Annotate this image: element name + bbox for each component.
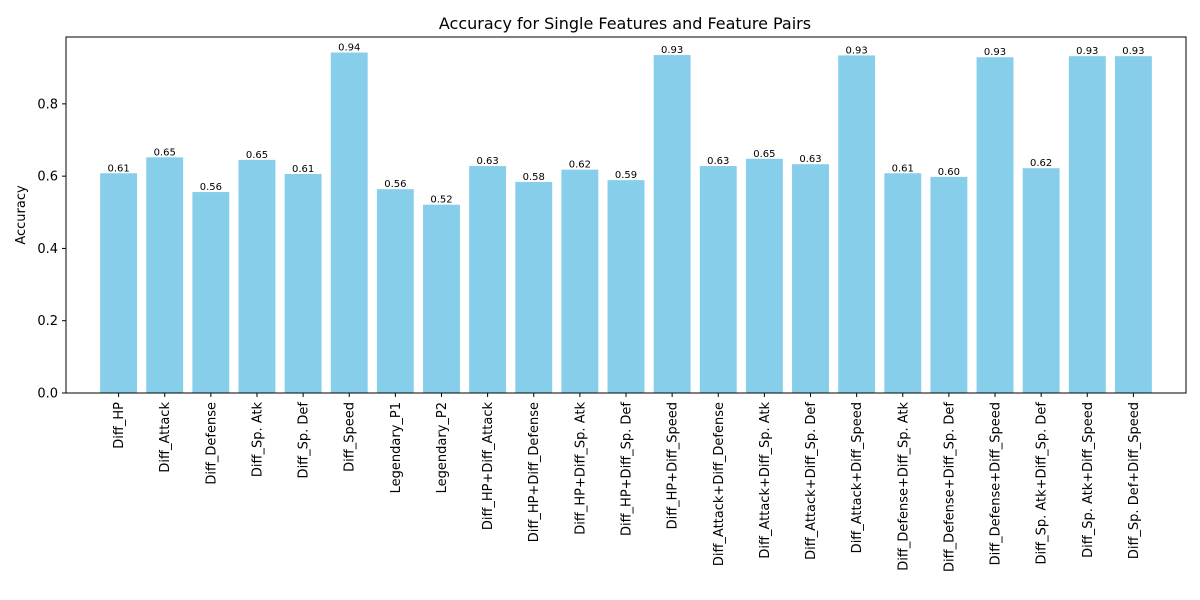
- y-tick-label: 0.0: [37, 387, 58, 402]
- x-tick-label: Diff_Speed: [343, 402, 358, 472]
- x-tick-label: Diff_HP: [112, 402, 127, 449]
- bar-value-label: 0.62: [569, 160, 591, 171]
- bar-value-label: 0.60: [938, 167, 960, 178]
- bar-value-label: 0.65: [154, 147, 176, 158]
- x-tick-label: Diff_Sp. Atk+Diff_Speed: [1081, 402, 1096, 558]
- bar-value-label: 0.94: [338, 43, 360, 54]
- bar-value-label: 0.63: [707, 156, 729, 167]
- bar-value-label: 0.56: [384, 179, 406, 190]
- bar-value-label: 0.58: [523, 172, 545, 183]
- bar-value-label: 0.93: [661, 45, 683, 56]
- x-tick-label: Diff_Defense+Diff_Sp. Atk: [896, 402, 911, 571]
- bar: [515, 181, 553, 393]
- x-tick-label: Diff_Attack: [158, 402, 173, 473]
- x-tick-label: Diff_Sp. Def: [297, 402, 312, 479]
- x-tick-label: Diff_Sp. Atk+Diff_Sp. Def: [1035, 402, 1050, 565]
- y-tick-label: 0.2: [37, 314, 58, 329]
- x-tick-label: Diff_Attack+Diff_Defense: [712, 402, 727, 566]
- bar: [607, 180, 645, 393]
- bar: [838, 55, 876, 394]
- y-axis-label: Accuracy: [14, 185, 29, 245]
- bar: [653, 55, 691, 393]
- bar: [699, 166, 737, 393]
- bar-value-label: 0.62: [1030, 158, 1052, 169]
- bar-value-label: 0.93: [1122, 46, 1144, 57]
- x-tick-label: Diff_Defense: [204, 402, 219, 485]
- bar: [1114, 56, 1152, 393]
- bar-value-label: 0.93: [846, 45, 868, 56]
- bar: [469, 166, 507, 393]
- bar: [192, 192, 230, 393]
- x-tick-label: Diff_Defense+Diff_Speed: [989, 402, 1004, 565]
- y-axis-ticks: 0.0 0.2 0.4 0.6 0.8: [37, 97, 66, 402]
- x-tick-label: Diff_HP+Diff_Attack: [481, 402, 496, 531]
- bar: [976, 57, 1014, 394]
- bar-value-label: 0.65: [753, 149, 775, 160]
- x-tick-label: Diff_Sp. Def+Diff_Speed: [1127, 402, 1142, 559]
- value-labels-group: 0.61 0.65 0.56 0.65 0.61 0.94 0.56 0.52 0.63 0.58…: [107, 43, 1144, 206]
- bar: [100, 173, 138, 393]
- y-tick-label: 0.4: [37, 242, 58, 257]
- bar: [561, 169, 599, 393]
- bar: [884, 173, 922, 393]
- bar: [423, 204, 460, 393]
- x-tick-label: Diff_Defense+Diff_Sp. Def: [942, 402, 957, 572]
- bar: [1068, 56, 1106, 393]
- y-tick-label: 0.8: [37, 97, 58, 112]
- bar: [330, 52, 368, 393]
- x-tick-label: Diff_Attack+Diff_Sp. Def: [804, 402, 819, 560]
- bar: [745, 158, 783, 393]
- bar-value-label: 0.61: [892, 163, 914, 174]
- bar-value-label: 0.63: [799, 154, 821, 165]
- y-tick-label: 0.6: [37, 170, 58, 185]
- x-tick-label: Diff_HP+Diff_Sp. Atk: [573, 402, 588, 535]
- bar: [284, 173, 322, 393]
- bar: [1022, 168, 1060, 393]
- x-tick-label: Legendary_P1: [389, 402, 404, 493]
- x-tick-label: Diff_HP+Diff_Defense: [527, 402, 542, 542]
- x-tick-label: Diff_HP+Diff_Sp. Def: [620, 402, 635, 536]
- bar-value-label: 0.65: [246, 150, 268, 161]
- bar-value-label: 0.56: [200, 182, 222, 193]
- bar: [146, 157, 184, 393]
- bar-value-label: 0.93: [1076, 46, 1098, 57]
- x-tick-label: Legendary_P2: [435, 402, 450, 493]
- bars-group: [100, 52, 1152, 394]
- chart-title: Accuracy for Single Features and Feature…: [439, 14, 811, 33]
- bar-value-label: 0.63: [476, 156, 498, 167]
- bar: [792, 164, 829, 393]
- bar: [376, 189, 414, 393]
- bar-value-label: 0.52: [430, 195, 452, 206]
- bar: [930, 176, 968, 393]
- x-tick-label: Diff_Attack+Diff_Sp. Atk: [758, 402, 773, 559]
- x-axis-ticks: Diff_HP Diff_Attack Diff_Defense Diff_Sp. A…: [112, 393, 1142, 572]
- bar-value-label: 0.59: [615, 170, 637, 181]
- plot-frame: [65, 36, 1187, 394]
- bar: [238, 159, 276, 393]
- bar-value-label: 0.61: [292, 164, 314, 175]
- bar-value-label: 0.61: [107, 163, 129, 174]
- x-tick-label: Diff_Attack+Diff_Speed: [850, 402, 865, 553]
- x-tick-label: Diff_Sp. Atk: [250, 402, 265, 478]
- bar-value-label: 0.93: [984, 47, 1006, 58]
- x-tick-label: Diff_HP+Diff_Speed: [666, 402, 681, 529]
